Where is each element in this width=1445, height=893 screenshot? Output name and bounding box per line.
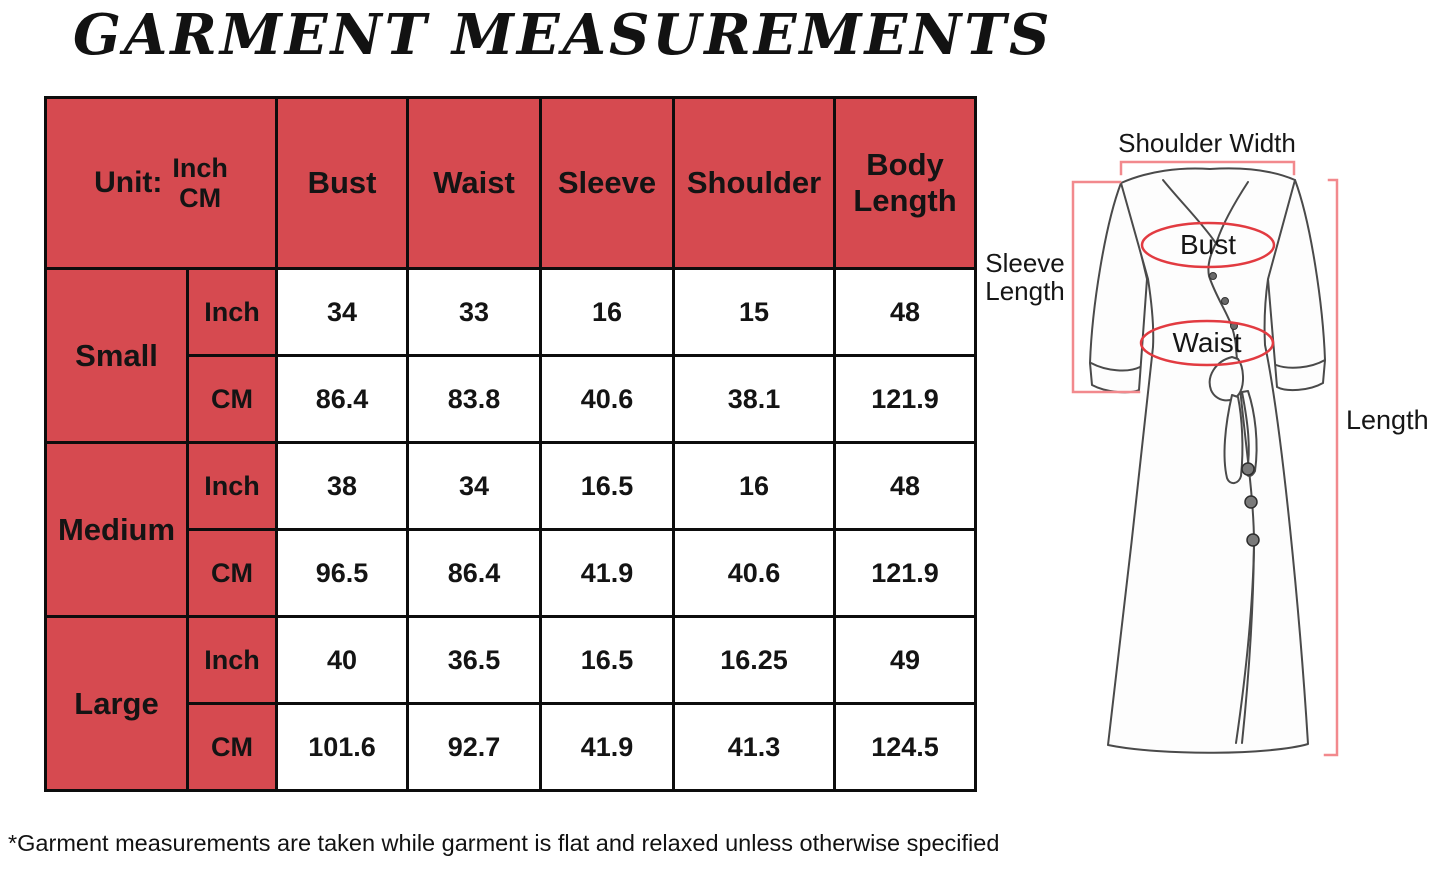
size-cell-large: Large <box>44 615 189 792</box>
measurement-cell: 34 <box>406 441 543 531</box>
measurement-cell: 124.5 <box>833 702 978 792</box>
measurement-cell: 38.1 <box>672 354 837 444</box>
sleeve-length-label-line1: Sleeve <box>985 248 1065 278</box>
skirt-button <box>1241 462 1255 476</box>
measurement-cell: 86.4 <box>406 528 543 618</box>
unit-row-label: CM <box>185 354 279 444</box>
measurement-cell: 40.6 <box>539 354 676 444</box>
table-row: CM 96.5 86.4 41.9 40.6 121.9 <box>46 528 978 618</box>
unit-row-label: Inch <box>185 615 279 705</box>
measurement-cell: 16.25 <box>672 615 837 705</box>
waist-ellipse <box>1139 319 1275 367</box>
waist-tie-tail-right <box>1241 390 1258 477</box>
unit-header-cell: Unit: Inch CM <box>43 96 279 270</box>
table-row: Medium Inch 38 34 16.5 16 48 <box>44 441 978 618</box>
unit-row-label: CM <box>185 702 279 792</box>
measurement-cell: 40.6 <box>672 528 837 618</box>
table-row: CM 101.6 92.7 41.9 41.3 124.5 <box>46 702 978 792</box>
length-label: Length <box>1346 405 1429 435</box>
unit-label: Unit: <box>94 166 163 199</box>
measurement-cell: 16 <box>539 267 676 357</box>
measurement-cell: 41.3 <box>672 702 837 792</box>
measurement-cell: 48 <box>833 441 978 531</box>
measurement-cell: 92.7 <box>406 702 543 792</box>
waist-tie-tail-left <box>1223 394 1244 484</box>
measurement-cell: 96.5 <box>275 528 410 618</box>
measurement-cell: 48 <box>833 267 978 357</box>
column-header-body-length: Body Length <box>833 96 978 270</box>
table-row: CM 86.4 83.8 40.6 38.1 121.9 <box>46 354 978 444</box>
bust-ellipse <box>1140 221 1276 269</box>
measurements-table: Unit: Inch CM Bust Waist Sleeve Shoulder… <box>43 96 978 792</box>
measurement-cell: 101.6 <box>275 702 410 792</box>
measurement-cell: 34 <box>275 267 410 357</box>
dress-body <box>1107 167 1309 754</box>
waist-label: Waist <box>1173 327 1242 358</box>
measurement-cell: 83.8 <box>406 354 543 444</box>
measurement-cell: 121.9 <box>833 354 978 444</box>
unit-row-label: CM <box>185 528 279 618</box>
unit-option-inch: Inch <box>172 152 228 183</box>
column-header-waist: Waist <box>406 96 543 270</box>
waist-tie-loop <box>1208 356 1244 402</box>
measurement-cell: 16.5 <box>539 441 676 531</box>
column-header-sleeve: Sleeve <box>539 96 676 270</box>
unit-row-label: Inch <box>185 441 279 531</box>
left-collar-line <box>1162 179 1216 243</box>
size-cell-small: Small <box>44 267 189 444</box>
skirt-button <box>1244 495 1258 509</box>
bodice-button <box>1221 297 1229 305</box>
left-cuff-line <box>1090 362 1141 372</box>
shoulder-width-bracket <box>1119 160 1296 176</box>
right-cuff-line <box>1275 359 1326 369</box>
measurement-cell: 121.9 <box>833 528 978 618</box>
sleeve-length-bracket <box>1071 180 1141 394</box>
measurement-cell: 49 <box>833 615 978 705</box>
length-line <box>1323 178 1339 757</box>
column-header-shoulder: Shoulder <box>672 96 837 270</box>
measurement-cell: 36.5 <box>406 615 543 705</box>
unit-row-label: Inch <box>185 267 279 357</box>
unit-option-cm: CM <box>179 183 222 213</box>
sleeve-length-label-line2: Length <box>985 276 1065 306</box>
column-header-bust: Bust <box>275 96 410 270</box>
slit-line <box>1241 546 1255 744</box>
table-row: Small Inch 34 33 16 15 48 <box>44 267 978 444</box>
measurement-cell: 86.4 <box>275 354 410 444</box>
shoulder-width-label: Shoulder Width <box>1118 128 1296 158</box>
measurement-cell: 40 <box>275 615 410 705</box>
table-row: Large Inch 40 36.5 16.5 16.25 49 <box>44 615 978 792</box>
header-row: Unit: Inch CM Bust Waist Sleeve Shoulder… <box>43 96 978 270</box>
measurement-cell: 15 <box>672 267 837 357</box>
measurement-cell: 16 <box>672 441 837 531</box>
bust-label: Bust <box>1180 229 1236 260</box>
bodice-button <box>1209 272 1217 280</box>
measurement-cell: 41.9 <box>539 528 676 618</box>
footnote: *Garment measurements are taken while ga… <box>8 830 1000 856</box>
measurement-cell: 41.9 <box>539 702 676 792</box>
size-cell-medium: Medium <box>44 441 189 618</box>
measurement-cell: 33 <box>406 267 543 357</box>
measurement-cell: 38 <box>275 441 410 531</box>
measurement-cell: 16.5 <box>539 615 676 705</box>
garment-diagram: Shoulder Width Sleeve Length Bust Waist … <box>985 128 1429 757</box>
skirt-button <box>1246 533 1260 547</box>
page-title: GARMENT MEASUREMENTS <box>73 2 1053 68</box>
